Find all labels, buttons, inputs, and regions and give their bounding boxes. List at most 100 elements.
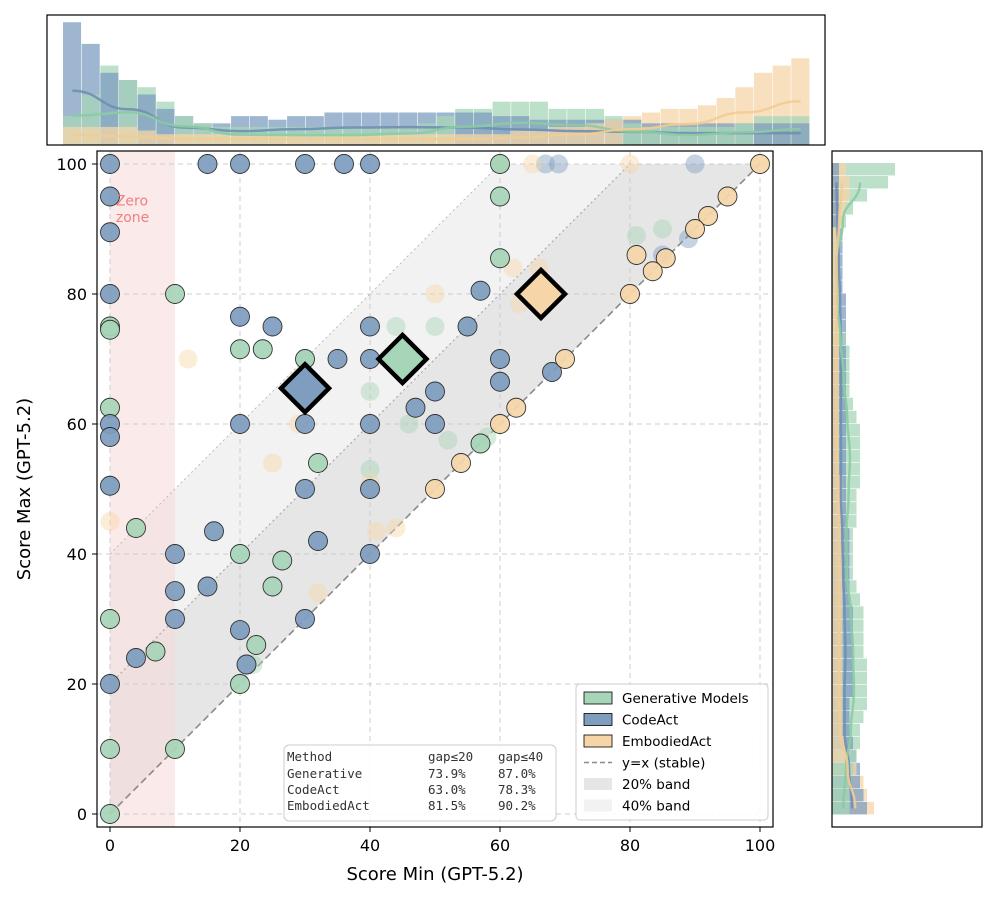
data-point [165, 609, 185, 629]
right-hist-frame [831, 150, 983, 828]
faded-point [263, 453, 282, 473]
right-hist-bar [832, 801, 850, 815]
data-point [126, 518, 146, 538]
data-point [272, 550, 293, 571]
right-hist-bar [832, 788, 850, 802]
table-cell: 90.2% [498, 798, 536, 813]
data-point [327, 349, 348, 369]
right-hist-bar [832, 632, 843, 645]
legend-swatch [584, 799, 612, 812]
right-hist-bar [832, 554, 843, 567]
data-point [360, 414, 380, 434]
right-hist-bar [832, 671, 843, 684]
table-header-gap40: gap≤40 [498, 749, 543, 764]
faded-point [386, 518, 406, 538]
data-point [470, 280, 491, 301]
data-point [230, 674, 250, 694]
data-point [555, 349, 575, 369]
data-point [308, 453, 328, 473]
data-point [542, 362, 562, 382]
legend-label: 40% band [622, 799, 690, 815]
main-frame [96, 150, 774, 828]
faded-point [308, 583, 328, 603]
data-point [490, 371, 510, 392]
data-point [295, 414, 315, 434]
data-point [100, 319, 120, 340]
data-point [100, 186, 120, 207]
legend: Generative Models CodeAct EmbodiedAct y=x (… [575, 683, 769, 821]
data-point [425, 414, 445, 434]
zero-zone-label: Zero [116, 194, 148, 210]
faded-point [627, 226, 646, 245]
data-point [506, 397, 527, 418]
right-hist-bar [832, 163, 839, 176]
faded-point [100, 512, 120, 531]
right-hist-bar [832, 658, 843, 671]
table-cell: 73.9% [428, 766, 466, 781]
right-hist-bar [832, 462, 839, 476]
data-point [655, 248, 676, 269]
right-hist-bar [832, 241, 839, 254]
data-point [204, 521, 224, 542]
faded-point [685, 154, 705, 174]
right-hist-bar [832, 619, 843, 632]
top-hist-bar [697, 126, 717, 145]
data-point [360, 316, 380, 337]
data-point [405, 397, 426, 418]
x-tick-label: 60 [490, 836, 510, 855]
faded-point [386, 317, 406, 336]
data-point [308, 531, 328, 551]
stats-table: Method gap≤20 gap≤40 Generative 73.9% 87.0% Co… [283, 744, 557, 822]
data-point [334, 154, 354, 174]
table-cell: 63.0% [428, 782, 466, 797]
data-point [750, 154, 770, 174]
faded-point [438, 430, 458, 450]
data-point [262, 576, 283, 597]
data-point [295, 609, 315, 629]
data-point [230, 306, 250, 327]
x-tick-label: 20 [230, 836, 250, 855]
top-hist-frame [46, 14, 826, 146]
main-plot: Zero zone 00 20 20 40 40 60 60 80 80 100 100 Score… [14, 14, 983, 885]
data-point [490, 186, 510, 207]
data-point [100, 475, 120, 496]
right-hist-bar [832, 710, 843, 724]
data-point [100, 609, 120, 629]
faded-point [425, 317, 445, 336]
data-point [470, 433, 491, 454]
top-hist-bar [567, 126, 586, 145]
y-axis-label: Score Max (GPT-5.2) [14, 398, 35, 580]
top-kde-line [72, 100, 801, 141]
data-point [165, 739, 185, 759]
stats-table-box [283, 744, 557, 822]
right-hist-bar [832, 215, 839, 228]
right-hist-bar [832, 697, 843, 711]
top-kde-line [72, 111, 801, 137]
right-hist-bar [832, 449, 839, 463]
table-cell: EmbodiedAct [287, 798, 370, 813]
table-cell: Generative [287, 766, 362, 781]
data-point [295, 479, 315, 499]
faded-point [367, 521, 386, 541]
faded-point [425, 284, 445, 304]
legend-box [575, 683, 769, 821]
right-hist-bar [832, 645, 843, 658]
data-point [425, 381, 445, 402]
right-hist-bar [832, 202, 839, 215]
faded-point [360, 382, 380, 401]
data-point [230, 620, 250, 640]
legend-label: CodeAct [622, 713, 678, 729]
legend-swatch [583, 691, 613, 705]
legend-swatch [583, 713, 613, 726]
right-hist-bar [832, 541, 843, 554]
data-point [360, 154, 380, 174]
data-point [685, 219, 705, 239]
table-cell: 81.5% [428, 798, 466, 813]
data-point [620, 284, 640, 304]
data-point [246, 635, 267, 655]
data-point [100, 739, 120, 759]
data-point [717, 186, 738, 207]
x-tick-label: 100 [745, 836, 776, 855]
